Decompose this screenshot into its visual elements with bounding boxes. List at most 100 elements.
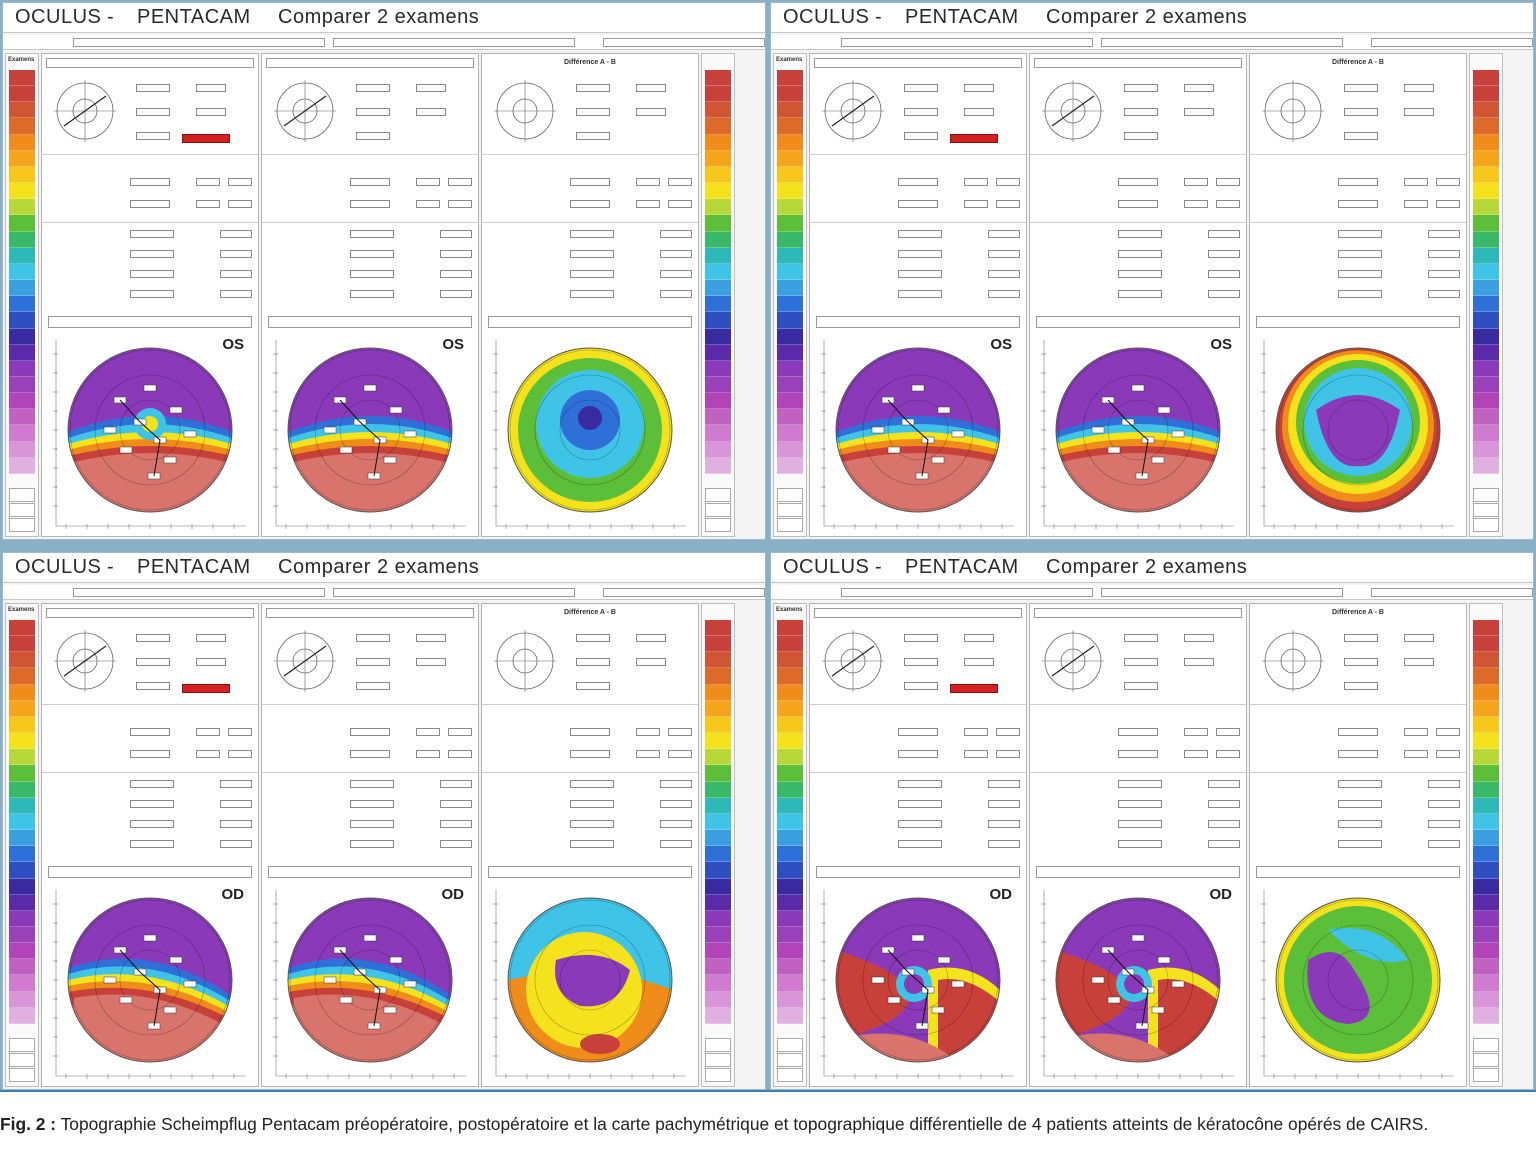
map-meridian-line <box>887 949 929 1027</box>
eye-label: OD <box>989 886 1013 903</box>
patient-field[interactable] <box>73 38 325 47</box>
scale-button[interactable] <box>777 518 803 532</box>
color-scale-cell <box>705 360 731 377</box>
map-value-tag-9 <box>403 980 417 988</box>
axis-rose-icon <box>1262 80 1324 142</box>
map-type-selector[interactable] <box>488 316 692 328</box>
color-scale-cell <box>1473 102 1499 119</box>
color-scale-cell <box>705 312 731 329</box>
scale-button[interactable] <box>705 1068 731 1082</box>
volume-row <box>1034 270 1242 280</box>
map-ring-2 <box>69 349 231 511</box>
color-scale-cell <box>705 263 731 281</box>
map-type-selector[interactable] <box>816 316 1020 328</box>
value-box <box>1338 780 1382 788</box>
exam-selector-a[interactable] <box>46 58 254 68</box>
scale-button[interactable] <box>9 1068 35 1082</box>
value-box <box>1428 290 1460 298</box>
map-ring-0 <box>887 949 949 1011</box>
scale-button[interactable] <box>9 1053 35 1067</box>
scale-button[interactable] <box>1473 1068 1499 1082</box>
patient-field[interactable] <box>333 588 575 597</box>
patient-field-bar <box>771 35 1533 50</box>
scale-button[interactable] <box>9 1038 35 1052</box>
value-box <box>130 290 174 298</box>
value-box <box>196 728 220 736</box>
exam-selector-a[interactable] <box>46 608 254 618</box>
map-type-selector[interactable] <box>816 866 1020 878</box>
value-box <box>964 108 994 116</box>
patient-field[interactable] <box>1371 588 1533 597</box>
value-box <box>1118 290 1162 298</box>
keratometry-row <box>814 84 1022 94</box>
patient-field[interactable] <box>1101 38 1343 47</box>
patient-field[interactable] <box>603 38 765 47</box>
scale-button[interactable] <box>705 503 731 517</box>
exam-selector-b[interactable] <box>1034 58 1242 68</box>
map-type-selector[interactable] <box>48 316 252 328</box>
color-scale-cell <box>777 846 803 863</box>
value-box <box>1184 728 1208 736</box>
map-type-selector[interactable] <box>1036 316 1240 328</box>
scale-button[interactable] <box>777 503 803 517</box>
map-type-selector[interactable] <box>488 866 692 878</box>
patient-field[interactable] <box>1101 588 1343 597</box>
color-scale-cell <box>1473 652 1499 669</box>
value-box <box>636 750 660 758</box>
scale-button[interactable] <box>705 488 731 502</box>
color-scale-cell <box>9 328 35 345</box>
scale-button[interactable] <box>1473 1053 1499 1067</box>
scale-button[interactable] <box>1473 518 1499 532</box>
map-zone-center-core <box>1124 974 1144 994</box>
map-type-selector[interactable] <box>1256 316 1460 328</box>
exam-selector-a[interactable] <box>814 58 1022 68</box>
value-box <box>1124 634 1158 642</box>
scale-button[interactable] <box>1473 503 1499 517</box>
color-scale-cell <box>705 716 731 734</box>
exam-selector-b[interactable] <box>1034 608 1242 618</box>
exam-selector-a[interactable] <box>814 608 1022 618</box>
pachymetry-row <box>1254 728 1462 738</box>
scale-button[interactable] <box>705 1038 731 1052</box>
patient-field[interactable] <box>1371 38 1533 47</box>
scale-button[interactable] <box>9 503 35 517</box>
volume-row <box>814 230 1022 240</box>
patient-field[interactable] <box>841 588 1093 597</box>
patient-field[interactable] <box>603 588 765 597</box>
color-scale-cell <box>1473 862 1499 879</box>
value-box <box>570 270 614 278</box>
value-box <box>1184 658 1214 666</box>
scale-button[interactable] <box>705 518 731 532</box>
rose-axis <box>63 95 107 127</box>
scale-button[interactable] <box>777 1053 803 1067</box>
exam-selector-b[interactable] <box>266 608 474 618</box>
keratometry-row <box>1254 682 1462 692</box>
map-type-selector[interactable] <box>1036 866 1240 878</box>
scale-button[interactable] <box>9 518 35 532</box>
value-box <box>356 634 390 642</box>
map-type-selector[interactable] <box>268 316 472 328</box>
scale-button[interactable] <box>777 488 803 502</box>
patient-field[interactable] <box>841 38 1093 47</box>
warning-indicator <box>950 134 998 143</box>
value-box <box>1208 230 1240 238</box>
color-scale-cell <box>777 830 803 847</box>
exam-selector-b[interactable] <box>266 58 474 68</box>
map-ring-1 <box>1082 924 1194 1036</box>
scale-button[interactable] <box>705 1053 731 1067</box>
scale-button[interactable] <box>777 1068 803 1082</box>
section-divider <box>1250 154 1466 155</box>
scale-button[interactable] <box>1473 1038 1499 1052</box>
scale-button[interactable] <box>1473 488 1499 502</box>
scale-button[interactable] <box>9 488 35 502</box>
patient-field[interactable] <box>333 38 575 47</box>
value-box <box>350 728 390 736</box>
map-type-selector[interactable] <box>1256 866 1460 878</box>
color-scale-cell <box>9 894 35 911</box>
volume-row <box>814 840 1022 850</box>
map-type-selector[interactable] <box>48 866 252 878</box>
scale-button[interactable] <box>777 1038 803 1052</box>
patient-field[interactable] <box>73 588 325 597</box>
map-type-selector[interactable] <box>268 866 472 878</box>
map-outline <box>67 347 233 513</box>
